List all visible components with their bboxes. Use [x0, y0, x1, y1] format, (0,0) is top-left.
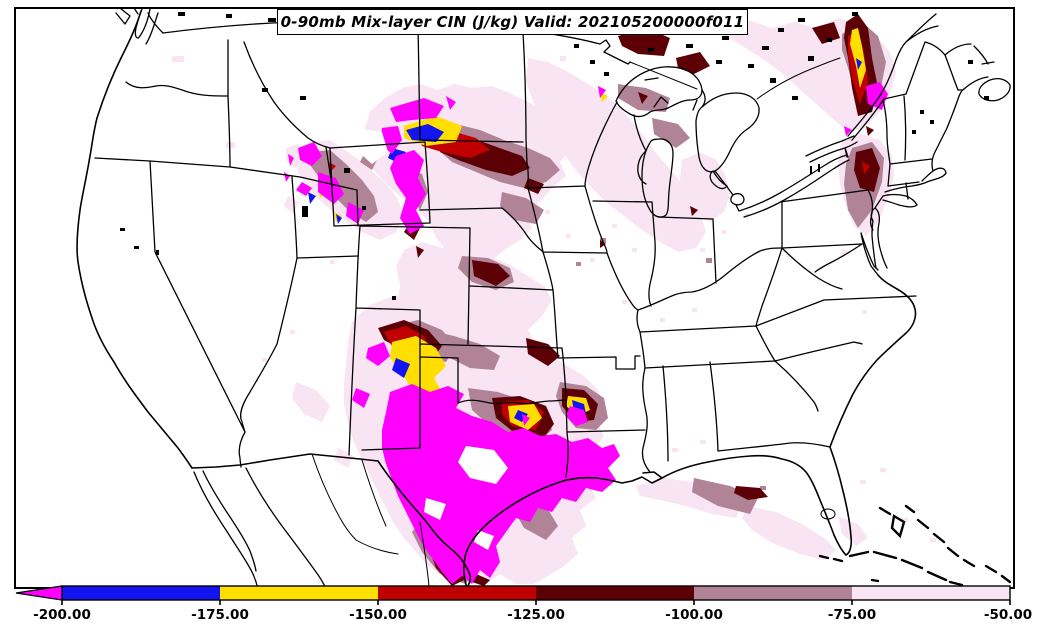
colorbar: -200.00 -175.00 -150.00 -125.00 -100.00 …: [15, 585, 1032, 623]
colorbar-segment: [694, 586, 852, 600]
cin-fill-below-minus200: [284, 82, 888, 584]
colorbar-segment: [378, 586, 536, 600]
colorbar-segment: [220, 586, 378, 600]
map-title: 0-90mb Mix-layer CIN (J/kg) Valid: 20210…: [277, 9, 748, 35]
colorbar-tick-label: -50.00: [984, 607, 1032, 623]
colorbar-tick-label: -100.00: [665, 607, 723, 623]
state-boundaries: [94, 23, 917, 478]
islands-cuba-bahamas: [818, 504, 1012, 587]
mexico-borders: [191, 453, 472, 589]
northeast-boundaries: [847, 13, 1011, 200]
colorbar-segment: [536, 586, 694, 600]
colorbar-tick-label: -150.00: [349, 607, 407, 623]
colorbar-tick-label: -175.00: [191, 607, 249, 623]
colorbar-tick-label: -75.00: [828, 607, 876, 623]
colorbar-tick-label: -125.00: [507, 607, 565, 623]
colorbar-tick-label: -200.00: [33, 607, 91, 623]
colorbar-segment: [852, 586, 1010, 600]
great-lakes: [615, 66, 858, 218]
coastlines: [76, 8, 965, 589]
colorbar-segment: [62, 586, 220, 600]
colorbar-ticks: [61, 600, 1011, 605]
